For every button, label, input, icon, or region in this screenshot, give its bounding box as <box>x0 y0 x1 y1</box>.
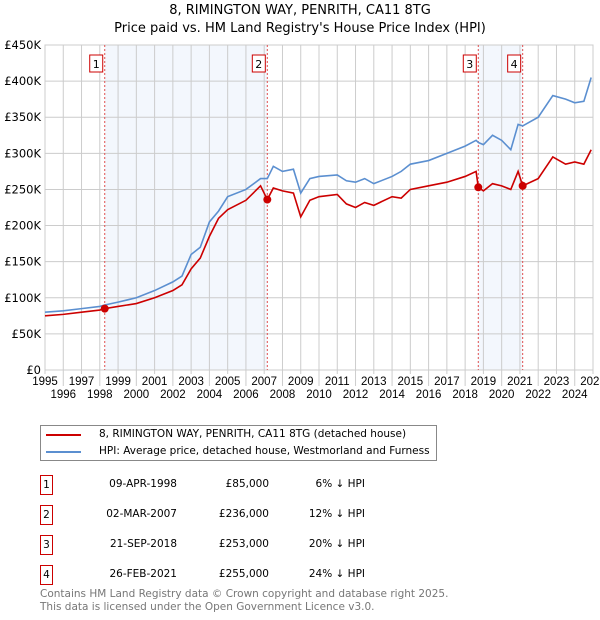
y-tick-label: £250K <box>4 182 41 196</box>
y-tick-label: £0 <box>26 363 41 377</box>
transaction-date: 02-MAR-2007 <box>106 508 177 520</box>
x-tick-label: 2023 <box>544 376 570 388</box>
x-tick-label: 2010 <box>306 389 332 401</box>
transaction-date: 21-SEP-2018 <box>109 538 177 550</box>
marker-box <box>89 54 104 73</box>
sale-point <box>263 195 272 204</box>
footer-line: Contains HM Land Registry data © Crown c… <box>40 588 449 600</box>
x-tick-label: 2022 <box>525 389 551 401</box>
y-tick-label: £50K <box>12 327 42 341</box>
x-tick-label: 1997 <box>69 376 95 388</box>
x-tick-label: 2004 <box>197 389 223 401</box>
marker-badge: 2 <box>40 505 53 525</box>
chart-title: 8, RIMINGTON WAY, PENRITH, CA11 8TG <box>169 3 431 18</box>
price-chart: 1995199619971998199920002001200220032004… <box>4 38 600 401</box>
series-line <box>44 77 592 314</box>
chart-subtitle: Price paid vs. HM Land Registry's House … <box>114 21 486 36</box>
x-tick-label: 2001 <box>142 376 168 388</box>
transaction-price: £255,000 <box>218 568 269 580</box>
sale-point <box>100 304 109 313</box>
marker-badge: 4 <box>40 565 53 585</box>
sale-point <box>474 183 483 192</box>
transaction-row: 3 21-SEP-2018 £253,000 20% ↓ HPI <box>40 535 400 555</box>
transaction-date: 26-FEB-2021 <box>109 568 177 580</box>
legend-swatch-red <box>46 434 81 436</box>
shaded-period <box>478 45 523 370</box>
marker-box <box>251 54 266 73</box>
x-tick-label: 2000 <box>124 389 150 401</box>
x-tick-label: 1996 <box>50 389 76 401</box>
transaction-hpi-diff: 20% ↓ HPI <box>308 538 365 550</box>
legend-label: 8, RIMINGTON WAY, PENRITH, CA11 8TG (det… <box>99 428 407 440</box>
transaction-row: 4 26-FEB-2021 £255,000 24% ↓ HPI <box>40 565 400 585</box>
x-tick-label: 2020 <box>489 389 515 401</box>
y-tick-label: £300K <box>4 146 41 160</box>
marker-box <box>507 54 522 73</box>
transaction-date: 09-APR-1998 <box>109 478 177 490</box>
x-tick-label: 2011 <box>325 376 350 388</box>
y-tick-label: £450K <box>4 38 41 52</box>
transaction-row: 2 02-MAR-2007 £236,000 12% ↓ HPI <box>40 505 400 525</box>
legend-item-property: 8, RIMINGTON WAY, PENRITH, CA11 8TG (det… <box>41 426 430 443</box>
x-tick-label: 2015 <box>398 376 424 388</box>
legend-label: HPI: Average price, detached house, West… <box>99 445 430 457</box>
legend-item-hpi: HPI: Average price, detached house, West… <box>41 443 430 460</box>
transaction-price: £253,000 <box>218 538 269 550</box>
x-tick-label: 2012 <box>343 389 369 401</box>
x-tick-label: 2016 <box>416 389 442 401</box>
x-tick-label: 2025 <box>580 376 600 388</box>
x-tick-label: 1998 <box>87 389 113 401</box>
sale-point <box>518 181 527 190</box>
shaded-period <box>104 45 268 370</box>
x-tick-label: 1995 <box>32 376 58 388</box>
marker-box <box>462 54 477 73</box>
y-tick-label: £150K <box>4 255 41 269</box>
marker-badge: 1 <box>40 475 53 495</box>
x-tick-label: 2002 <box>160 389 186 401</box>
x-tick-label: 2007 <box>251 376 277 388</box>
legend: 8, RIMINGTON WAY, PENRITH, CA11 8TG (det… <box>40 425 437 461</box>
transaction-price: £236,000 <box>218 508 269 520</box>
marker-label: 2 <box>255 58 262 71</box>
transaction-row: 1 09-APR-1998 £85,000 6% ↓ HPI <box>40 475 400 495</box>
legend-swatch-blue <box>46 451 81 453</box>
marker-label: 3 <box>466 58 473 71</box>
marker-label: 1 <box>93 58 100 71</box>
transaction-hpi-diff: 24% ↓ HPI <box>308 568 365 580</box>
series-line <box>44 149 592 317</box>
y-tick-label: £350K <box>4 110 41 124</box>
x-tick-label: 2017 <box>434 376 460 388</box>
x-tick-label: 2009 <box>288 376 314 388</box>
x-tick-label: 2013 <box>361 376 387 388</box>
x-tick-label: 2003 <box>178 376 204 388</box>
x-tick-label: 2019 <box>471 376 497 388</box>
transaction-hpi-diff: 12% ↓ HPI <box>308 508 365 520</box>
plot-border <box>44 44 594 371</box>
x-tick-label: 1999 <box>105 376 131 388</box>
x-tick-label: 2018 <box>452 389 478 401</box>
x-tick-label: 2021 <box>507 376 533 388</box>
transaction-hpi-diff: 6% ↓ HPI <box>315 478 365 490</box>
y-tick-label: £400K <box>4 74 41 88</box>
transaction-price: £85,000 <box>225 478 269 490</box>
marker-badge: 3 <box>40 535 53 555</box>
y-tick-label: £200K <box>4 219 41 233</box>
x-tick-label: 2005 <box>215 376 241 388</box>
x-tick-label: 2014 <box>379 389 405 401</box>
y-tick-label: £100K <box>4 291 41 305</box>
x-tick-label: 2024 <box>562 389 588 401</box>
footer: Contains HM Land Registry data © Crown c… <box>40 588 448 614</box>
footer-line: This data is licensed under the Open Gov… <box>40 601 375 613</box>
x-tick-label: 2008 <box>270 389 296 401</box>
marker-label: 4 <box>511 58 518 71</box>
x-tick-label: 2006 <box>233 389 259 401</box>
